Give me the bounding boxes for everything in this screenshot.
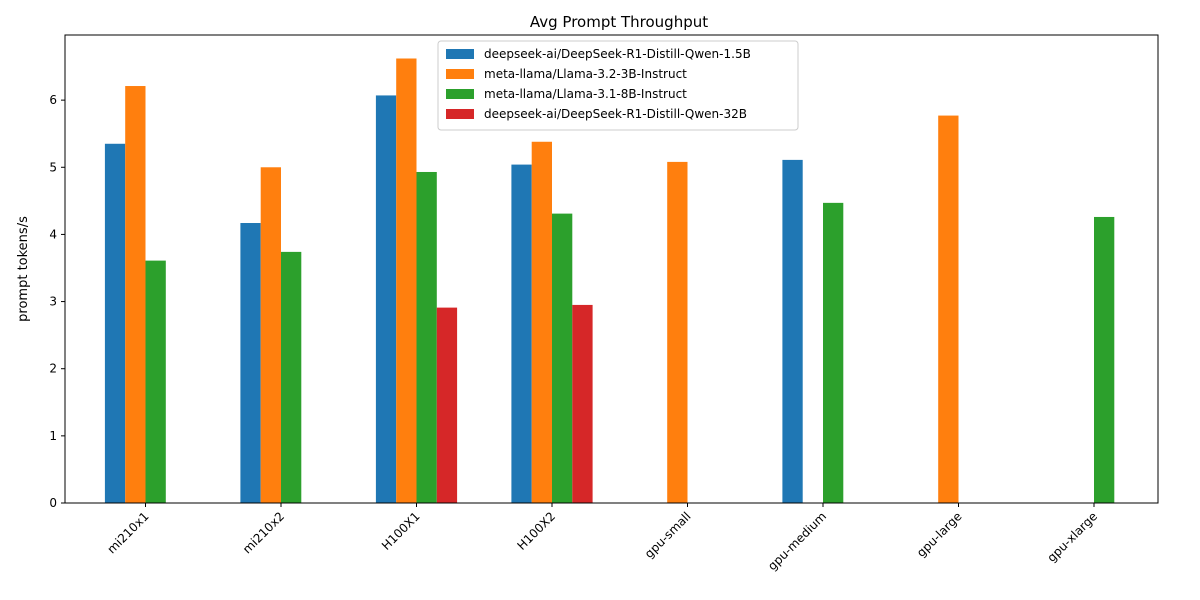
chart-title: Avg Prompt Throughput — [530, 13, 708, 31]
bar-H100X1-series-1 — [376, 95, 396, 503]
y-tick-label: 3 — [49, 295, 57, 309]
legend-label: deepseek-ai/DeepSeek-R1-Distill-Qwen-32B — [484, 107, 747, 121]
legend: deepseek-ai/DeepSeek-R1-Distill-Qwen-1.5… — [438, 41, 798, 130]
legend-swatch — [446, 109, 474, 119]
bar-mi210x2-series-3 — [281, 252, 301, 503]
bar-H100X1-series-4 — [437, 308, 457, 503]
bar-H100X1-series-3 — [417, 172, 437, 503]
legend-label: meta-llama/Llama-3.1-8B-Instruct — [484, 87, 687, 101]
bar-gpu-medium-series-1 — [782, 160, 802, 503]
legend-swatch — [446, 49, 474, 59]
bar-H100X1-series-2 — [396, 59, 416, 504]
y-tick-label: 1 — [49, 429, 57, 443]
y-tick-label: 4 — [49, 227, 57, 241]
y-tick-label: 5 — [49, 160, 57, 174]
bar-mi210x2-series-1 — [240, 223, 260, 503]
bar-H100X2-series-1 — [511, 165, 531, 503]
bar-mi210x2-series-2 — [261, 167, 281, 503]
bar-gpu-xlarge-series-3 — [1094, 217, 1114, 503]
y-axis-label: prompt tokens/s — [16, 216, 31, 322]
bar-gpu-medium-series-3 — [823, 203, 843, 503]
legend-label: meta-llama/Llama-3.2-3B-Instruct — [484, 67, 687, 81]
bar-mi210x1-series-3 — [146, 261, 166, 503]
bar-gpu-large-series-2 — [938, 116, 958, 503]
legend-swatch — [446, 69, 474, 79]
y-tick-label: 0 — [49, 496, 57, 510]
legend-label: deepseek-ai/DeepSeek-R1-Distill-Qwen-1.5… — [484, 47, 751, 61]
y-tick-label: 2 — [49, 362, 57, 376]
y-tick-label: 6 — [49, 93, 57, 107]
bar-H100X2-series-3 — [552, 214, 572, 503]
bar-mi210x1-series-2 — [125, 86, 145, 503]
bar-gpu-small-series-2 — [667, 162, 687, 503]
legend-swatch — [446, 89, 474, 99]
bar-H100X2-series-2 — [532, 142, 552, 503]
bar-H100X2-series-4 — [572, 305, 592, 503]
bar-mi210x1-series-1 — [105, 144, 125, 503]
